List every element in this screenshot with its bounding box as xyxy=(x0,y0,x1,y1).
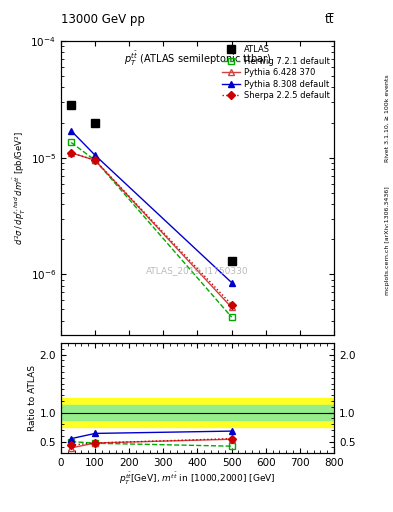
Text: $p_T^{t\bar{t}}$ (ATLAS semileptonic ttbar): $p_T^{t\bar{t}}$ (ATLAS semileptonic ttb… xyxy=(124,50,271,68)
Y-axis label: $d^2\sigma\,/\,dp_T^{t,had}\,dm^{t\bar{t}}$ [pb/GeV$^2$]: $d^2\sigma\,/\,dp_T^{t,had}\,dm^{t\bar{t… xyxy=(11,131,28,245)
Line: Pythia 8.308 default: Pythia 8.308 default xyxy=(68,127,235,286)
Text: mcplots.cern.ch [arXiv:1306.3436]: mcplots.cern.ch [arXiv:1306.3436] xyxy=(385,186,389,295)
Pythia 8.308 default xyxy=(229,280,234,286)
Legend: ATLAS, Herwig 7.2.1 default, Pythia 6.428 370, Pythia 8.308 default, Sherpa 2.2.: ATLAS, Herwig 7.2.1 default, Pythia 6.42… xyxy=(222,45,330,100)
Text: 13000 GeV pp: 13000 GeV pp xyxy=(61,13,145,26)
Pythia 6.428 370 xyxy=(93,157,97,163)
ATLAS xyxy=(229,258,234,264)
Sherpa 2.2.5 default xyxy=(69,150,73,156)
Pythia 8.308 default xyxy=(69,127,73,134)
Bar xyxy=(61,398,334,427)
Sherpa 2.2.5 default xyxy=(93,157,97,163)
ATLAS xyxy=(93,119,97,125)
Y-axis label: Ratio to ATLAS: Ratio to ATLAS xyxy=(28,365,37,431)
Line: Sherpa 2.2.5 default: Sherpa 2.2.5 default xyxy=(68,150,234,307)
Herwig 7.2.1 default xyxy=(93,157,97,163)
Pythia 8.308 default xyxy=(93,152,97,158)
Herwig 7.2.1 default xyxy=(229,314,234,320)
Herwig 7.2.1 default xyxy=(69,139,73,145)
Line: ATLAS: ATLAS xyxy=(67,101,236,265)
Pythia 6.428 370 xyxy=(229,305,234,311)
Line: Herwig 7.2.1 default: Herwig 7.2.1 default xyxy=(68,139,235,321)
Line: Pythia 6.428 370: Pythia 6.428 370 xyxy=(68,150,235,311)
Text: ATLAS_2019_I1750330: ATLAS_2019_I1750330 xyxy=(146,266,249,275)
ATLAS xyxy=(69,102,73,109)
Pythia 6.428 370 xyxy=(69,150,73,156)
Sherpa 2.2.5 default xyxy=(229,302,234,308)
Text: tt̅: tt̅ xyxy=(325,13,334,26)
Bar xyxy=(61,406,334,420)
Text: Rivet 3.1.10, ≥ 100k events: Rivet 3.1.10, ≥ 100k events xyxy=(385,74,389,162)
X-axis label: $p_T^{t\bar{t}}$[GeV], $m^{t\bar{t}}$ in [1000,2000] [GeV]: $p_T^{t\bar{t}}$[GeV], $m^{t\bar{t}}$ in… xyxy=(119,471,276,487)
